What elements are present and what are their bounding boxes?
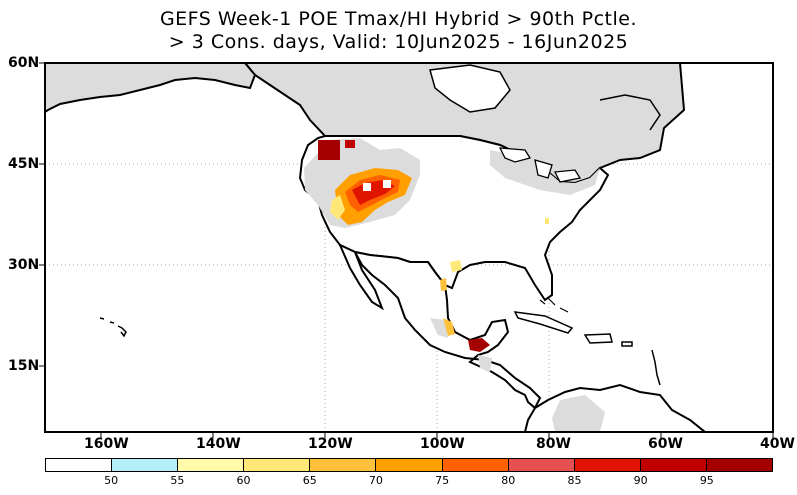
legend-label: 50 xyxy=(104,474,119,487)
hudson-bay xyxy=(429,64,511,113)
title-line-2: > 3 Cons. days, Valid: 10Jun2025 - 16Jun… xyxy=(168,31,629,53)
baja-california xyxy=(338,242,384,311)
bahamas xyxy=(539,297,569,313)
mexico-masked xyxy=(430,318,492,372)
legend-label: 60 xyxy=(236,474,251,487)
title-line-1: GEFS Week-1 POE Tmax/HI Hybrid > 90th Pc… xyxy=(159,8,638,30)
legend-swatch xyxy=(574,459,641,471)
lon-label-40w: 40W xyxy=(760,436,795,452)
legend-swatch xyxy=(244,459,311,471)
legend-label: 80 xyxy=(501,474,516,487)
legend-label: 75 xyxy=(435,474,450,487)
lon-label-140w: 140W xyxy=(196,436,241,452)
puerto-rico xyxy=(621,341,633,347)
legend-swatch xyxy=(508,459,575,471)
legend-swatch xyxy=(640,459,707,471)
legend-swatch xyxy=(178,459,245,471)
lat-label-15n: 15N xyxy=(8,358,40,374)
legend-label: 55 xyxy=(170,474,185,487)
color-legend xyxy=(45,458,773,472)
lon-label-160w: 160W xyxy=(84,436,129,452)
labrador-coast xyxy=(599,94,661,131)
probability-patches xyxy=(318,140,549,352)
cuba xyxy=(513,311,574,334)
hawaii-islands xyxy=(99,317,127,338)
lat-label-60n: 60N xyxy=(8,55,40,71)
axis-ticks xyxy=(39,62,774,438)
hispaniola xyxy=(583,333,613,344)
lon-label-80w: 80W xyxy=(536,436,571,452)
lesser-antilles xyxy=(651,349,661,386)
legend-swatch xyxy=(376,459,443,471)
south-america-region xyxy=(523,383,708,433)
legend-swatch xyxy=(442,459,509,471)
south-america-masked xyxy=(552,395,605,432)
lat-label-30n: 30N xyxy=(8,257,40,273)
legend-label: 65 xyxy=(302,474,317,487)
legend-label: 90 xyxy=(633,474,648,487)
lat-label-45n: 45N xyxy=(8,156,40,172)
legend-label: 70 xyxy=(368,474,383,487)
legend-swatch xyxy=(46,459,113,471)
legend-label: 95 xyxy=(699,474,714,487)
lon-label-120w: 120W xyxy=(308,436,353,452)
great-lakes xyxy=(498,147,582,183)
lon-label-100w: 100W xyxy=(420,436,465,452)
alaska-region xyxy=(44,62,257,114)
legend-swatch xyxy=(310,459,377,471)
legend-swatch xyxy=(706,459,773,471)
lon-label-60w: 60W xyxy=(648,436,683,452)
legend-label: 85 xyxy=(567,474,582,487)
legend-swatch xyxy=(112,459,179,471)
map-frame xyxy=(44,62,774,433)
